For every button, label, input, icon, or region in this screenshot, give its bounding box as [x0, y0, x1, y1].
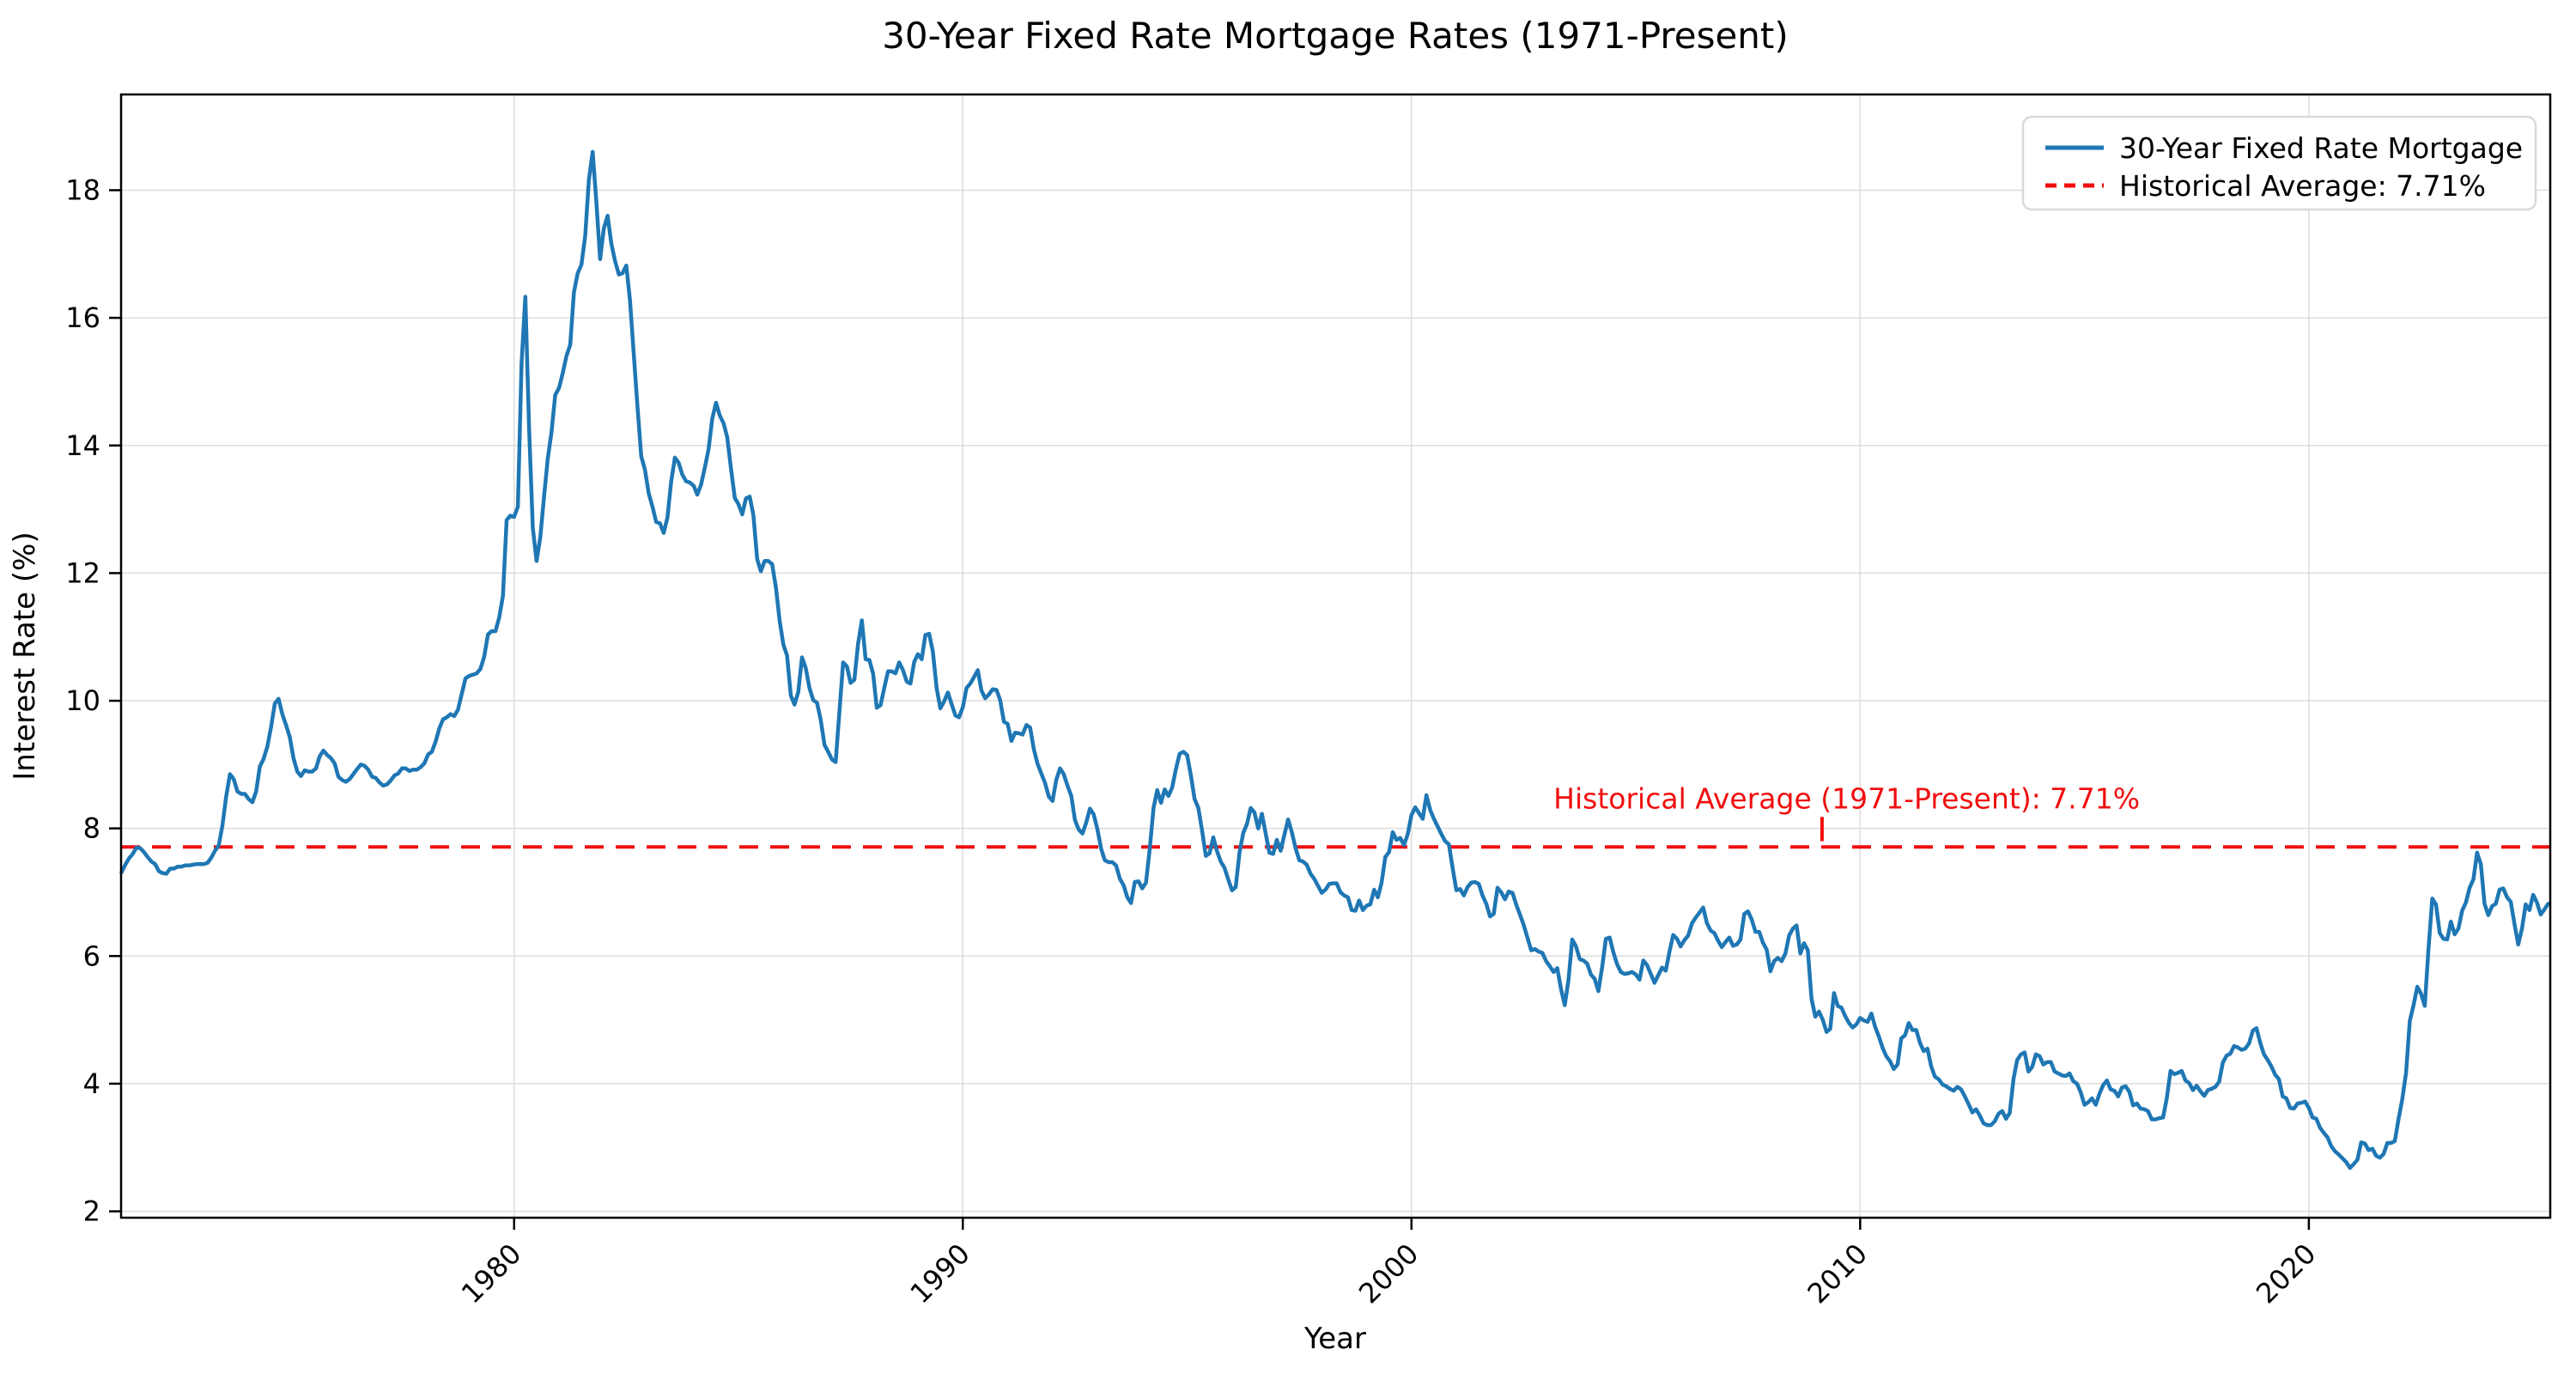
- y-tick-label-10: 10: [65, 684, 100, 717]
- y-tick-label-18: 18: [65, 173, 100, 206]
- chart-title: 30-Year Fixed Rate Mortgage Rates (1971-…: [882, 15, 1789, 57]
- series-layer: [119, 149, 2550, 1170]
- x-tick-label-2020: 2020: [2250, 1237, 2322, 1310]
- axes-layer: 1980 1990 2000 2010 2020 2 4 6 8 10 12 14 16 18: [65, 93, 2552, 1310]
- y-tick-label-6: 6: [83, 939, 100, 972]
- y-tick-label-12: 12: [65, 556, 100, 589]
- rate-line: [119, 149, 2550, 1170]
- y-tick-label-16: 16: [65, 301, 100, 334]
- x-tick-label-2000: 2000: [1352, 1237, 1425, 1310]
- legend-box: [2021, 115, 2537, 211]
- x-tick-label-1990: 1990: [903, 1237, 975, 1310]
- x-tick-label-2010: 2010: [1801, 1237, 1874, 1310]
- y-tick-label-2: 2: [83, 1195, 100, 1228]
- plot-border: [119, 93, 2552, 1219]
- legend-series-label: 30-Year Fixed Rate Mortgage: [2119, 131, 2523, 165]
- legend: 30-Year Fixed Rate Mortgage Historical A…: [2021, 115, 2537, 211]
- x-tick-label-1980: 1980: [455, 1237, 527, 1310]
- y-tick-label-8: 8: [83, 812, 100, 845]
- average-annotation: Historical Average (1971-Present): 7.71%: [1553, 781, 2140, 815]
- y-axis-label: Interest Rate (%): [8, 532, 42, 780]
- y-tick-label-4: 4: [83, 1067, 100, 1100]
- y-tick-label-14: 14: [65, 429, 100, 462]
- legend-average-label: Historical Average: 7.71%: [2119, 169, 2486, 203]
- x-axis-label: Year: [1303, 1322, 1366, 1356]
